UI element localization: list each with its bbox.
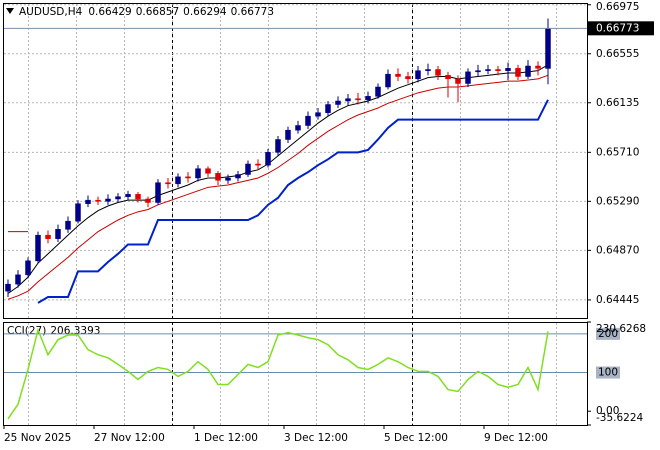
- y-tick-label: 0.66135: [596, 97, 639, 109]
- candle-body: [115, 196, 121, 200]
- candle-body: [195, 168, 201, 179]
- candle-body: [245, 163, 251, 175]
- candle-body: [375, 86, 381, 97]
- candle-body: [345, 98, 351, 102]
- candle-body: [365, 96, 371, 101]
- candle-body: [475, 70, 481, 73]
- y-tick-label: 0.64445: [596, 294, 639, 306]
- high-price: 0.66857: [136, 6, 179, 18]
- indicator-line: [7, 327, 549, 420]
- close-price: 0.66773: [231, 6, 274, 18]
- current-price-box: [588, 21, 654, 36]
- candle-body: [465, 71, 471, 84]
- candle-body: [355, 98, 361, 101]
- candle-body: [285, 129, 291, 140]
- candle-body: [45, 234, 51, 239]
- candle-body: [275, 139, 281, 153]
- candle-body: [425, 69, 431, 71]
- y-tick-label: 0.66975: [596, 1, 639, 13]
- candle-body: [235, 174, 241, 179]
- symbol: AUDUSD,H4: [19, 6, 83, 18]
- candle-body: [445, 75, 451, 80]
- x-tick-label: 5 Dec 12:00: [384, 432, 448, 444]
- candle-body: [455, 78, 461, 84]
- low-price: 0.66294: [183, 6, 227, 18]
- x-tick-label: 3 Dec 12:00: [284, 432, 348, 444]
- candle-body: [495, 69, 501, 71]
- candle-body: [485, 69, 491, 71]
- chart-header: AUDUSD,H4 0.66429 0.66857 0.66294 0.66773: [19, 6, 274, 18]
- candle-body: [185, 176, 191, 179]
- y-tick-label: 0.65290: [596, 195, 639, 207]
- overlay-line: [37, 99, 549, 304]
- candle-body: [105, 198, 111, 202]
- candle-body: [405, 76, 411, 80]
- candle-body: [5, 283, 11, 292]
- y-tick-label: 230.6268: [596, 323, 646, 335]
- candle-body: [415, 70, 421, 80]
- candle-body: [65, 220, 71, 230]
- candle-body: [315, 112, 321, 117]
- candle-body: [295, 125, 301, 131]
- candle-body: [155, 182, 161, 203]
- y-tick-label: 0.65710: [596, 146, 639, 158]
- candle-body: [175, 176, 181, 185]
- candle-body: [255, 163, 261, 166]
- candle-body: [265, 152, 271, 166]
- candle-body: [25, 260, 31, 276]
- indicator-header: CCI(27) 206.3393: [7, 325, 100, 337]
- candle-body: [305, 115, 311, 126]
- candle-body: [135, 194, 141, 200]
- candle-body: [525, 65, 531, 77]
- candle-body: [325, 104, 331, 113]
- candle-body: [55, 229, 61, 239]
- candle-body: [95, 199, 101, 202]
- candle-body: [125, 194, 131, 197]
- y-tick-label: -35.6224: [596, 412, 644, 424]
- y-tick-label: 0.64870: [596, 244, 639, 256]
- level-label-box: [596, 366, 620, 379]
- price-panel-frame: [3, 3, 588, 319]
- level-label: 200: [598, 328, 618, 340]
- candle-body: [505, 68, 511, 71]
- candle-body: [145, 198, 151, 203]
- collapse-icon: [6, 8, 14, 14]
- candle-body: [435, 69, 441, 76]
- x-tick-label: 27 Nov 12:00: [94, 432, 165, 444]
- x-tick-label: 1 Dec 12:00: [194, 432, 258, 444]
- level-label-box: [596, 327, 620, 340]
- y-tick-label: 0.00: [596, 405, 619, 417]
- candle-body: [515, 68, 521, 77]
- candle-body: [535, 65, 541, 69]
- level-label: 100: [598, 367, 618, 379]
- indicator-panel-frame: [3, 322, 588, 426]
- candle-body: [395, 73, 401, 77]
- candle-body: [335, 100, 341, 105]
- candle-body: [225, 177, 231, 181]
- candle-body: [545, 28, 551, 69]
- candle-body: [385, 73, 391, 88]
- candle-body: [75, 203, 81, 222]
- candle-body: [205, 168, 211, 174]
- x-tick-label: 25 Nov 2025: [4, 432, 71, 444]
- x-tick-label: 9 Dec 12:00: [484, 432, 548, 444]
- candle-body: [35, 234, 41, 262]
- candle-body: [165, 182, 171, 185]
- y-tick-label: 0.66555: [596, 48, 639, 60]
- current-price-label: 0.66773: [596, 22, 639, 34]
- open-price: 0.66429: [88, 6, 131, 18]
- candle-body: [15, 274, 21, 285]
- candle-body: [215, 173, 221, 181]
- candle-body: [85, 199, 91, 204]
